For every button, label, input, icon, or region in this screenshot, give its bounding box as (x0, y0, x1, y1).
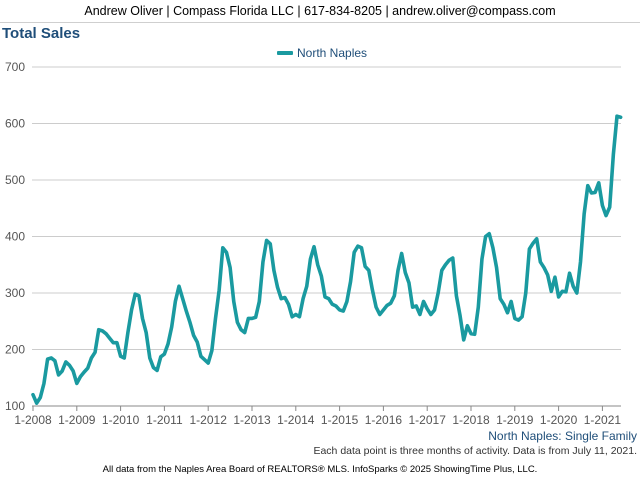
x-tick-label: 1-2014 (277, 413, 315, 427)
x-tick-label: 1-2020 (540, 413, 578, 427)
y-tick-label: 500 (5, 173, 25, 187)
x-tick-label: 1-2008 (14, 413, 52, 427)
x-tick-label: 1-2013 (233, 413, 271, 427)
x-tick-label: 1-2010 (102, 413, 140, 427)
x-tick-label: 1-2018 (452, 413, 490, 427)
y-tick-label: 400 (5, 230, 25, 244)
grid-lines (32, 66, 621, 407)
footer-note: Each data point is three months of activ… (313, 445, 637, 457)
x-axis-ticks: 1-2008 1-2009 1-2010 1-2011 1-2012 1-2013 1-20… (14, 406, 621, 427)
x-tick-label: 1-2019 (496, 413, 534, 427)
x-tick-label: 1-2015 (321, 413, 359, 427)
x-tick-label: 1-2017 (409, 413, 447, 427)
legend-label: North Naples (297, 46, 368, 60)
chart-legend[interactable]: North Naples (277, 45, 367, 61)
y-axis-ticks: 100 200 300 400 500 600 700 (5, 60, 25, 413)
x-tick-label: 1-2011 (146, 413, 183, 427)
chart-title: Total Sales (2, 25, 81, 42)
series-line-north-naples[interactable] (31, 114, 623, 405)
footer-source: All data from the Naples Area Board of R… (102, 464, 538, 475)
y-tick-label: 700 (5, 60, 25, 74)
x-tick-label: 1-2016 (365, 413, 403, 427)
y-tick-label: 600 (5, 117, 25, 131)
x-tick-label: 1-2009 (58, 413, 96, 427)
x-tick-label: 1-2021 (584, 413, 622, 427)
y-tick-label: 200 (5, 343, 25, 357)
series-caption: North Naples: Single Family (488, 429, 637, 443)
y-tick-label: 100 (5, 399, 25, 413)
header-contact-text: Andrew Oliver | Compass Florida LLC | 61… (84, 4, 556, 18)
legend-swatch (277, 51, 293, 55)
header-contact-bar: Andrew Oliver | Compass Florida LLC | 61… (0, 0, 640, 23)
x-tick-label: 1-2012 (190, 413, 228, 427)
y-tick-label: 300 (5, 286, 25, 300)
